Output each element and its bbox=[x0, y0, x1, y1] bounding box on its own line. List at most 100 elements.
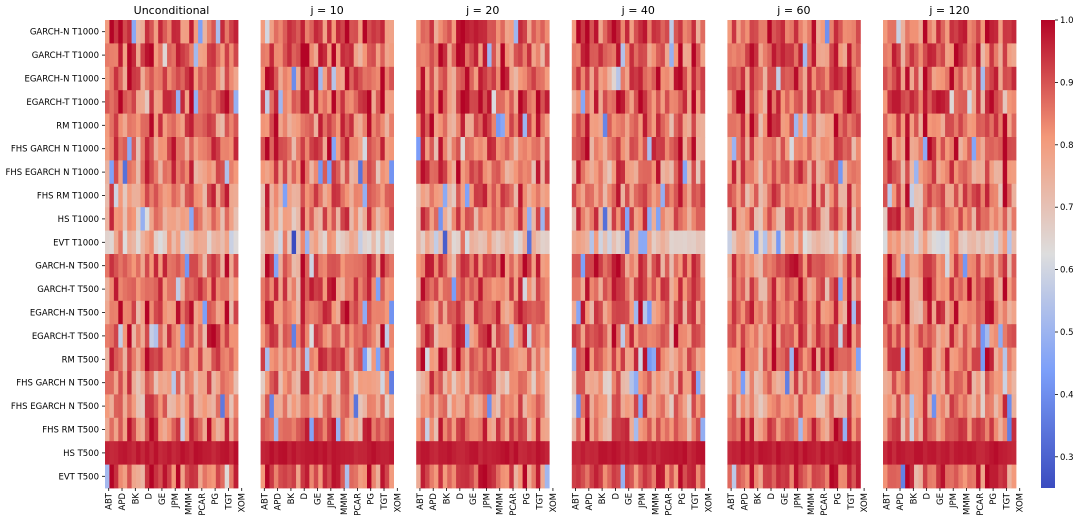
heatmap-cell bbox=[762, 464, 768, 489]
heatmap-cell bbox=[371, 300, 377, 325]
heatmap-cell bbox=[700, 137, 706, 161]
heatmap-cell bbox=[211, 394, 217, 419]
heatmap-cell bbox=[620, 137, 626, 161]
heatmap-cell bbox=[651, 254, 657, 278]
heatmap-cell bbox=[700, 43, 706, 68]
colorbar-tick-label: 0.6 bbox=[1060, 266, 1074, 276]
heatmap-cell bbox=[202, 66, 208, 91]
heatmap-cell bbox=[273, 230, 279, 255]
heatmap-cell bbox=[905, 300, 910, 325]
heatmap-cell bbox=[851, 277, 857, 302]
heatmap-cell bbox=[180, 20, 186, 44]
heatmap-cell bbox=[162, 464, 168, 489]
heatmap-cell bbox=[998, 371, 1004, 395]
heatmap-cell bbox=[287, 324, 293, 348]
heatmap-cell bbox=[527, 300, 532, 325]
heatmap-cell bbox=[456, 66, 461, 91]
heatmap-cell bbox=[504, 43, 510, 68]
heatmap-cell bbox=[122, 230, 128, 255]
heatmap-cell bbox=[464, 277, 470, 302]
heatmap-cell bbox=[144, 300, 150, 325]
heatmap-cell bbox=[967, 160, 973, 185]
heatmap-cell bbox=[136, 277, 141, 302]
heatmap-cell bbox=[660, 207, 666, 231]
heatmap-cell bbox=[375, 183, 381, 208]
heatmap-cell bbox=[1011, 464, 1017, 489]
heatmap-cell bbox=[1007, 137, 1012, 161]
heatmap-cell bbox=[478, 371, 484, 395]
heatmap-cell bbox=[962, 20, 968, 44]
heatmap-cell bbox=[945, 464, 950, 489]
heatmap-cell bbox=[678, 417, 684, 442]
heatmap-cell bbox=[491, 43, 497, 68]
heatmap-cell bbox=[487, 207, 492, 231]
heatmap-cell bbox=[349, 43, 355, 68]
heatmap-cell bbox=[127, 254, 132, 278]
heatmap-cell bbox=[842, 183, 848, 208]
heatmap-cell bbox=[175, 277, 181, 302]
heatmap-cell bbox=[691, 113, 697, 138]
heatmap-cell bbox=[971, 183, 977, 208]
heatmap-cell bbox=[175, 90, 181, 114]
heatmap-cell bbox=[215, 20, 221, 44]
heatmap-cell bbox=[109, 464, 115, 489]
heatmap-cell bbox=[647, 183, 652, 208]
heatmap-cell bbox=[980, 90, 986, 114]
heatmap-cell bbox=[989, 113, 995, 138]
heatmap-cell bbox=[184, 277, 190, 302]
heatmap-cell bbox=[793, 90, 799, 114]
heatmap-cell bbox=[749, 90, 755, 114]
heatmap-cell bbox=[509, 371, 515, 395]
heatmap-cell bbox=[193, 113, 199, 138]
heatmap-cell bbox=[651, 371, 657, 395]
heatmap-cell bbox=[940, 254, 946, 278]
heatmap-cell bbox=[313, 20, 319, 44]
heatmap-cell bbox=[429, 300, 435, 325]
heatmap-cell bbox=[335, 230, 341, 255]
heatmap-cell bbox=[469, 441, 475, 465]
heatmap-cell bbox=[798, 347, 804, 372]
heatmap-cell bbox=[789, 43, 795, 68]
heatmap-cell bbox=[375, 324, 381, 348]
heatmap-cell bbox=[136, 417, 141, 442]
heatmap-cell bbox=[442, 43, 448, 68]
heatmap-cell bbox=[1011, 137, 1017, 161]
heatmap-cell bbox=[731, 90, 737, 114]
heatmap-cell bbox=[447, 137, 453, 161]
heatmap-cell bbox=[429, 90, 435, 114]
heatmap-cell bbox=[202, 90, 208, 114]
heatmap-cell bbox=[785, 66, 790, 91]
heatmap-cell bbox=[695, 441, 701, 465]
heatmap-cell bbox=[362, 300, 368, 325]
heatmap-cell bbox=[518, 464, 523, 489]
heatmap-cell bbox=[105, 66, 110, 91]
heatmap-cell bbox=[371, 254, 377, 278]
heatmap-cell bbox=[682, 43, 688, 68]
heatmap-cell bbox=[304, 300, 310, 325]
heatmap-cell bbox=[362, 464, 368, 489]
heatmap-cell bbox=[282, 43, 288, 68]
heatmap-cell bbox=[425, 347, 430, 372]
heatmap-cell bbox=[958, 300, 964, 325]
heatmap-cell bbox=[571, 90, 577, 114]
heatmap-cell bbox=[198, 347, 203, 372]
heatmap-cell bbox=[193, 464, 199, 489]
heatmap-cell bbox=[456, 20, 461, 44]
heatmap-cell bbox=[313, 66, 319, 91]
heatmap-cell bbox=[922, 183, 928, 208]
heatmap-cell bbox=[633, 66, 639, 91]
heatmap-cell bbox=[109, 277, 115, 302]
heatmap-cell bbox=[607, 324, 613, 348]
heatmap-cell bbox=[695, 90, 701, 114]
heatmap-cell bbox=[647, 371, 652, 395]
heatmap-cell bbox=[993, 113, 999, 138]
heatmap-cell bbox=[500, 347, 506, 372]
heatmap-cell bbox=[571, 371, 577, 395]
heatmap-cell bbox=[660, 230, 666, 255]
heatmap-cell bbox=[367, 113, 372, 138]
heatmap-cell bbox=[473, 66, 479, 91]
heatmap-cell bbox=[829, 90, 835, 114]
heatmap-cell bbox=[353, 254, 359, 278]
heatmap-cell bbox=[367, 417, 372, 442]
heatmap-cell bbox=[433, 160, 439, 185]
